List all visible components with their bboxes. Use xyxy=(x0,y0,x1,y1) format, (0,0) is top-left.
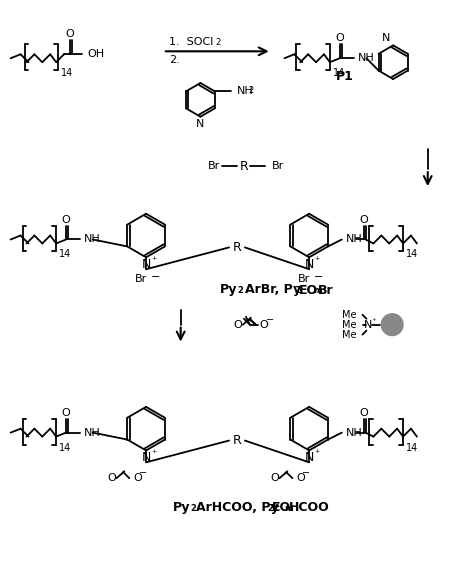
Text: O: O xyxy=(62,408,71,418)
Text: Me: Me xyxy=(342,329,356,339)
Text: ArHCOO, Py: ArHCOO, Py xyxy=(197,501,279,514)
Text: m: m xyxy=(313,286,322,295)
Text: P1: P1 xyxy=(336,70,354,82)
Text: 2: 2 xyxy=(268,504,273,513)
Text: m: m xyxy=(284,504,293,513)
Text: N: N xyxy=(196,118,205,129)
Text: O: O xyxy=(65,30,74,39)
Text: NH: NH xyxy=(346,427,363,438)
Text: 14: 14 xyxy=(61,68,73,78)
Text: N: N xyxy=(141,258,151,271)
Text: O: O xyxy=(270,473,279,483)
Text: R: R xyxy=(233,241,241,254)
Text: Br: Br xyxy=(318,284,334,296)
Text: OH: OH xyxy=(88,49,105,59)
Text: Me: Me xyxy=(342,320,356,329)
Text: −: − xyxy=(302,468,310,478)
Text: Br: Br xyxy=(208,161,220,171)
Text: 2: 2 xyxy=(215,38,220,48)
Text: 14: 14 xyxy=(333,68,345,78)
Text: N: N xyxy=(304,451,314,464)
Text: Py: Py xyxy=(173,501,191,514)
Text: Br: Br xyxy=(135,274,147,284)
Text: N: N xyxy=(382,34,390,44)
Text: ⁺: ⁺ xyxy=(151,450,156,459)
Text: N: N xyxy=(364,320,373,329)
Text: 14: 14 xyxy=(406,443,418,452)
Text: 14: 14 xyxy=(406,249,418,259)
Text: O: O xyxy=(234,320,242,329)
Text: R: R xyxy=(233,434,241,447)
Text: NH: NH xyxy=(84,234,100,245)
Text: O: O xyxy=(296,473,305,483)
Text: NH: NH xyxy=(346,234,363,245)
Text: EO: EO xyxy=(272,501,291,514)
Text: N: N xyxy=(141,451,151,464)
Text: Br: Br xyxy=(272,161,284,171)
Text: 14: 14 xyxy=(59,443,72,452)
Text: ArBr, Py: ArBr, Py xyxy=(245,284,301,296)
Text: 1.  SOCl: 1. SOCl xyxy=(169,37,213,48)
Text: O: O xyxy=(62,215,71,224)
Text: NH: NH xyxy=(357,53,374,63)
Text: −: − xyxy=(151,272,161,282)
Text: O: O xyxy=(133,473,142,483)
Text: EO: EO xyxy=(299,284,319,296)
Text: Me: Me xyxy=(342,310,356,320)
Text: −: − xyxy=(139,468,147,478)
Text: Py: Py xyxy=(219,284,237,296)
Text: HCOO: HCOO xyxy=(288,501,329,514)
Text: N: N xyxy=(304,258,314,271)
Text: Br: Br xyxy=(298,274,310,284)
Text: ⁺: ⁺ xyxy=(151,256,156,266)
Text: R: R xyxy=(239,160,248,173)
Text: 2: 2 xyxy=(248,86,254,95)
Text: −: − xyxy=(314,272,324,282)
Text: ⁺: ⁺ xyxy=(314,256,319,266)
Text: O: O xyxy=(107,473,116,483)
Text: −: − xyxy=(265,315,273,325)
Text: ⁺: ⁺ xyxy=(314,450,319,459)
Text: O: O xyxy=(260,320,268,329)
Text: O: O xyxy=(336,34,344,44)
Text: 2: 2 xyxy=(294,286,300,295)
Text: NH: NH xyxy=(84,427,100,438)
Text: O: O xyxy=(359,408,368,418)
Text: ⁺: ⁺ xyxy=(371,317,375,326)
Text: O: O xyxy=(359,215,368,224)
Text: 14: 14 xyxy=(59,249,72,259)
Text: 2: 2 xyxy=(237,286,243,295)
Text: NH: NH xyxy=(237,86,254,96)
Text: 2.: 2. xyxy=(169,55,180,65)
Circle shape xyxy=(381,314,403,336)
Text: 2: 2 xyxy=(191,504,196,513)
